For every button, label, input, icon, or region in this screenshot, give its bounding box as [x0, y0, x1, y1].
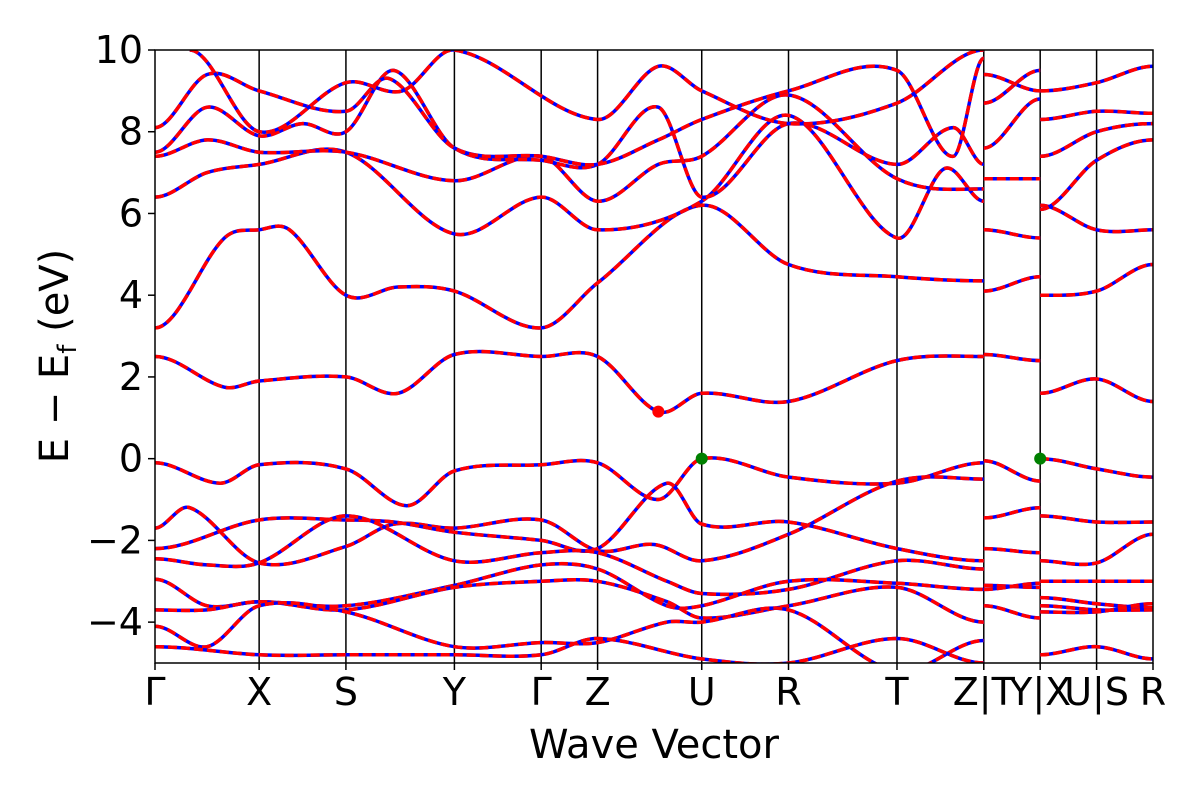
- band-line-dashed: [983, 352, 1041, 363]
- x-tick-label: Y|X: [1008, 670, 1071, 715]
- band-extremum-marker: [652, 405, 665, 418]
- y-tick-label: 2: [119, 355, 143, 399]
- band-line-dashed: [155, 68, 985, 199]
- x-axis-ticks: Γ X S Y Γ Z U R T Z|TY|XU|S R: [144, 663, 1166, 715]
- band-line-dashed: [155, 456, 984, 508]
- x-tick-label: T: [884, 670, 909, 714]
- band-line-dashed: [1040, 456, 1153, 479]
- band-extremum-marker: [1034, 452, 1047, 465]
- band-line-dashed: [155, 56, 986, 167]
- band-line-dashed: [1040, 532, 1153, 567]
- x-tick-label: R: [775, 670, 801, 714]
- band-line-dashed: [1040, 377, 1153, 404]
- band-line-dashed: [983, 458, 1041, 483]
- band-line-dashed: [983, 228, 1041, 240]
- band-line-dashed: [1040, 595, 1153, 610]
- plot-frame: [154, 49, 1154, 664]
- y-axis-label-subscript: f: [53, 344, 83, 354]
- band-line-dashed: [983, 546, 1041, 555]
- x-tick-label: U: [688, 670, 716, 714]
- y-tick-label: −2: [87, 518, 143, 562]
- x-tick-label: Y: [442, 670, 467, 714]
- band-line-solid: [155, 93, 984, 203]
- band-line-dashed: [155, 514, 984, 597]
- y-axis-label: E − Ef (eV): [32, 249, 83, 464]
- band-line-dashed: [155, 636, 984, 663]
- band-line-dashed: [155, 577, 984, 624]
- band-line-dashed: [1040, 64, 1153, 93]
- band-line-dashed: [983, 97, 1041, 150]
- y-axis-ticks: −4 −2 0 2 4 6 8 10: [87, 28, 155, 644]
- band-line-dashed: [983, 275, 1041, 293]
- band-extremum-marker: [695, 452, 708, 465]
- high-symmetry-lines: [258, 50, 1098, 663]
- y-axis-label-main: E − E: [32, 354, 78, 464]
- band-line-dashed: [189, 50, 984, 134]
- x-tick-label: U|S: [1064, 670, 1129, 715]
- band-line-dashed: [1040, 203, 1153, 234]
- band-line-dashed: [1039, 138, 1153, 212]
- y-tick-label: 8: [119, 110, 143, 154]
- band-line-dashed: [1040, 121, 1153, 159]
- band-line-dashed: [155, 113, 985, 240]
- band-line-dashed: [1040, 514, 1153, 525]
- x-tick-label: Γ: [144, 670, 165, 714]
- x-tick-label: S: [334, 670, 358, 714]
- y-tick-label: 6: [119, 191, 143, 235]
- bands: [155, 50, 1153, 663]
- y-tick-label: 0: [119, 437, 143, 481]
- x-tick-label: Z: [585, 670, 611, 714]
- band-line-dashed: [155, 349, 984, 415]
- markers: [652, 405, 1047, 465]
- band-line-dashed: [983, 581, 1041, 592]
- x-tick-label: Γ: [531, 670, 552, 714]
- x-tick-label: R: [1140, 670, 1166, 714]
- band-line-dashed: [983, 68, 1041, 105]
- band-line-dashed: [1040, 604, 1153, 612]
- x-axis-label: Wave Vector: [529, 722, 780, 768]
- y-tick-label: 4: [119, 273, 143, 317]
- x-tick-label: Z|T: [953, 670, 1016, 715]
- y-tick-label: 10: [95, 28, 143, 72]
- band-line-dashed: [155, 203, 984, 330]
- band-line-dashed: [1040, 644, 1153, 661]
- x-tick-label: X: [246, 670, 272, 714]
- band-line-dashed: [983, 72, 1041, 93]
- band-line-dashed: [983, 604, 1041, 620]
- y-axis-label-unit: (eV): [32, 249, 78, 345]
- band-line-dashed: [1040, 262, 1153, 298]
- band-line-dashed: [983, 505, 1041, 520]
- y-tick-label: −4: [87, 600, 143, 644]
- band-line-dashed: [1040, 109, 1153, 122]
- band-line-dashed: [1040, 601, 1153, 615]
